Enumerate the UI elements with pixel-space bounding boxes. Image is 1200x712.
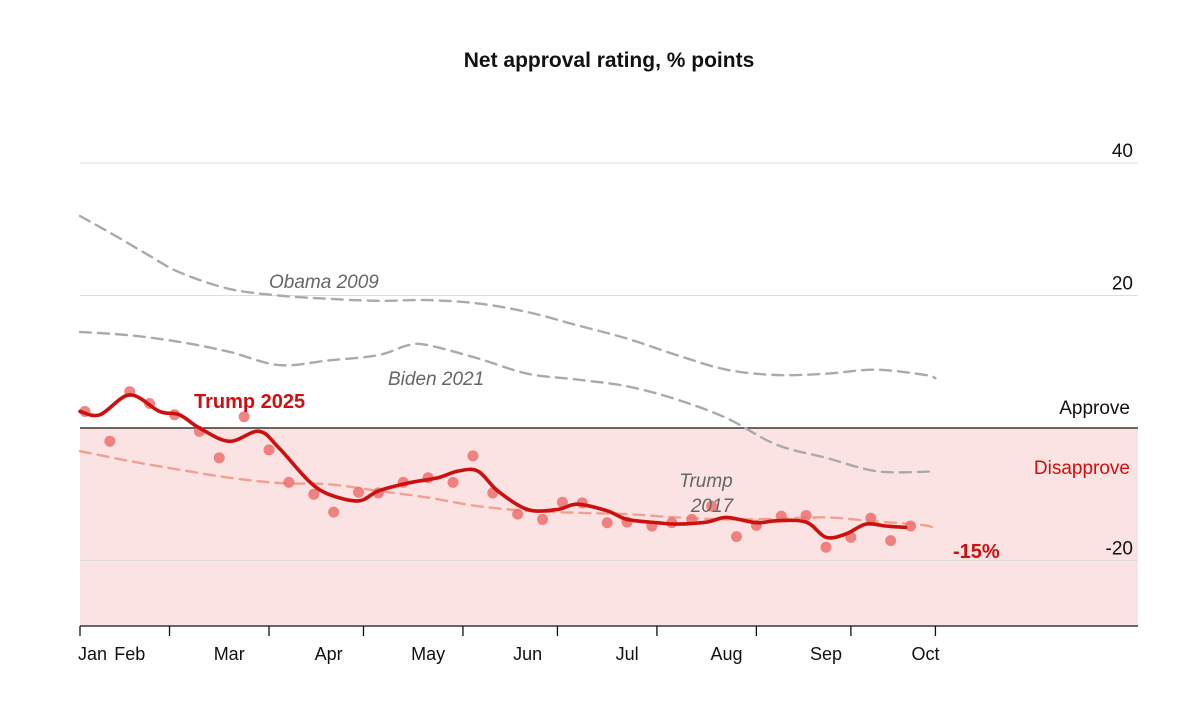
trump-2025-poll-point: [800, 509, 812, 521]
label-layer: Approve Disapprove Obama 2009 Biden 2021 Tru…: [194, 272, 1130, 563]
trump-2025-poll-point: [537, 513, 549, 525]
annotation-trump-2025: Trump 2025: [194, 391, 305, 413]
y-tick-label: 20: [1112, 274, 1133, 295]
trump-2025-poll-point: [730, 531, 742, 543]
series-line-obama-2009: [78, 214, 937, 380]
trump-2025-poll-point: [213, 452, 225, 464]
points-layer: [78, 386, 917, 553]
y-tick-label: 40: [1112, 141, 1133, 162]
disapprove-label: Disapprove: [1034, 458, 1130, 479]
x-tick-label: Sep: [810, 644, 842, 664]
trump-2025-poll-point: [467, 450, 479, 462]
annotation-biden-2021: Biden 2021: [388, 369, 484, 390]
trump-2025-poll-point: [820, 541, 832, 553]
x-tick-label: May: [411, 644, 445, 664]
trump-2025-poll-point: [512, 508, 524, 520]
trump-2025-poll-point: [238, 411, 250, 423]
trump-2025-poll-point: [865, 512, 877, 524]
trump-2025-poll-point: [706, 500, 718, 512]
series-line-trump-2025: [78, 393, 908, 540]
chart-title: Net approval rating, % points: [464, 49, 755, 72]
x-tick-label: Aug: [711, 644, 743, 664]
trump-2025-poll-point: [905, 520, 917, 532]
trump-2025-poll-point: [353, 486, 365, 498]
x-tick-label: Jun: [513, 644, 542, 664]
x-tick-label: Jan: [78, 644, 107, 664]
x-axis: Jan Feb Mar Apr May Jun Jul Aug Sep Oct: [78, 625, 1138, 664]
trump-2025-poll-point: [263, 444, 275, 456]
x-tick-label: Oct: [911, 644, 939, 664]
trump-2025-poll-point: [104, 435, 116, 447]
trump-2025-poll-point: [885, 535, 897, 547]
annotation-trump-2017-line2: 2017: [690, 496, 735, 517]
approve-label: Approve: [1059, 398, 1130, 419]
trump-2025-poll-point: [283, 476, 295, 488]
annotation-trump-2017-line1: Trump: [679, 471, 732, 492]
trump-2025-poll-point: [328, 506, 340, 518]
x-tick-label: Apr: [315, 644, 343, 664]
trump-2025-poll-point: [601, 517, 613, 529]
latest-value-label: -15%: [953, 541, 1000, 563]
x-tick-label: Feb: [114, 644, 145, 664]
y-tick-label: -20: [1106, 539, 1133, 560]
trump-2025-poll-point: [556, 496, 568, 508]
trump-2025-poll-point: [308, 488, 320, 500]
trump-2025-poll-point: [447, 476, 459, 488]
x-tick-label: Jul: [616, 644, 639, 664]
grid-layer: 40 20 -20: [80, 141, 1138, 561]
series-line-biden-2021: [78, 330, 937, 474]
x-tick-label: Mar: [214, 644, 245, 664]
annotation-obama-2009: Obama 2009: [269, 272, 379, 293]
